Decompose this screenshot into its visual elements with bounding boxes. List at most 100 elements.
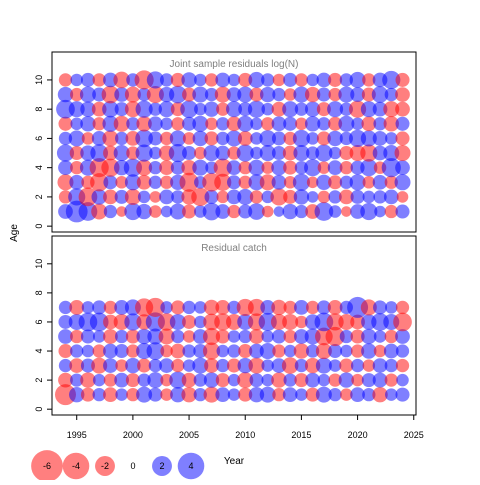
legend-bubble <box>95 456 115 476</box>
residual-bubble <box>338 86 355 103</box>
residual-bubble <box>103 387 118 403</box>
residual-bubble <box>396 373 409 387</box>
residual-bubble <box>237 372 254 389</box>
residual-bubble <box>350 358 365 373</box>
residual-bubble <box>261 205 274 218</box>
residual-bubble <box>373 117 387 131</box>
residual-bubble <box>237 131 253 146</box>
residual-bubble <box>57 174 74 191</box>
residual-bubble <box>383 101 400 118</box>
residual-bubble <box>157 313 176 331</box>
residual-bubble <box>160 117 173 131</box>
residual-bubble <box>102 115 119 132</box>
residual-bubble <box>361 328 377 345</box>
residual-bubble <box>160 388 173 401</box>
residual-bubble <box>203 101 220 117</box>
residual-bubble <box>194 146 207 160</box>
residual-bubble <box>170 343 186 359</box>
residual-bubble <box>216 131 230 146</box>
residual-bubble <box>182 300 196 315</box>
residual-bubble <box>339 131 353 146</box>
residual-bubble <box>315 386 332 403</box>
residual-bubble <box>395 344 410 358</box>
residual-bubble <box>102 100 119 118</box>
residual-bubble <box>58 116 73 131</box>
residual-bubble <box>395 300 410 315</box>
residual-bubble <box>248 203 265 220</box>
residual-bubble <box>350 329 365 344</box>
residual-bubble <box>272 387 286 402</box>
residual-bubble <box>249 87 264 102</box>
residual-bubble <box>385 388 398 401</box>
residual-bubble <box>92 117 106 131</box>
residual-bubble <box>147 328 164 345</box>
residual-bubble <box>80 358 95 373</box>
residual-bubble <box>328 190 342 204</box>
residual-bubble <box>102 130 119 147</box>
residual-bubble <box>306 73 319 87</box>
residual-bubble <box>103 314 118 330</box>
residual-bubble <box>304 101 321 117</box>
residual-bubble <box>113 115 130 132</box>
residual-bubble <box>340 388 353 401</box>
residual-bubble <box>81 344 95 358</box>
residual-bubble <box>215 145 231 161</box>
residual-bubble <box>137 190 151 204</box>
residual-bubble <box>283 88 297 101</box>
residual-bubble <box>261 102 274 116</box>
residual-bubble <box>91 203 108 220</box>
residual-bubble <box>281 357 299 374</box>
residual-bubble <box>383 189 399 205</box>
legend-label: -2 <box>101 461 109 471</box>
residual-bubble <box>215 329 230 344</box>
residual-bubble <box>316 300 331 315</box>
residual-bubble <box>203 299 220 316</box>
residual-bubble <box>339 329 353 344</box>
residual-bubble <box>148 102 163 116</box>
y-tick-label: 8 <box>34 107 44 112</box>
residual-bubble <box>70 344 84 358</box>
x-axis-label: Year <box>224 456 245 467</box>
residual-bubble <box>258 312 277 332</box>
residual-bubble <box>249 190 264 204</box>
residual-bubble <box>260 86 276 103</box>
residual-bubble <box>237 188 254 205</box>
panel-residual-catch: Residual catch 0 2 4 6 8 10 <box>34 235 417 416</box>
residual-bubble <box>182 204 197 219</box>
residual-bubble <box>304 159 322 177</box>
residual-bubble <box>160 373 173 387</box>
residual-bubble <box>58 314 73 329</box>
residual-bubble <box>91 357 108 374</box>
residual-bubble <box>182 116 197 131</box>
residual-bubble <box>328 373 342 387</box>
residual-bubble <box>169 313 186 330</box>
residual-bubble <box>147 116 163 132</box>
residual-bubble <box>238 175 252 189</box>
residual-bubble <box>248 71 265 88</box>
residual-bubble <box>295 117 308 131</box>
residual-bubble <box>395 358 410 373</box>
residual-bubble <box>214 313 232 331</box>
x-tick-label: 2015 <box>291 430 311 440</box>
residual-bubble <box>304 357 321 374</box>
residual-bubble <box>136 159 153 176</box>
residual-bubble <box>81 301 95 314</box>
panel-1-bubbles <box>56 70 411 223</box>
residual-bubble <box>306 191 319 203</box>
residual-bubble <box>103 204 118 219</box>
residual-bubble <box>171 329 185 344</box>
residual-bubble <box>271 372 287 388</box>
residual-bubble <box>126 387 140 402</box>
residual-bubble <box>194 301 207 314</box>
x-tick-label: 2000 <box>123 430 143 440</box>
residual-bubble <box>261 161 274 174</box>
residual-bubble <box>182 146 197 161</box>
residual-bubble <box>381 158 401 178</box>
residual-bubble <box>56 144 75 162</box>
residual-bubble <box>259 343 276 360</box>
x-tick-label: 2025 <box>404 430 424 440</box>
residual-bubble <box>146 342 165 360</box>
residual-bubble <box>204 358 219 373</box>
y-axis-label: Age <box>9 224 20 242</box>
residual-bubble <box>192 357 209 374</box>
